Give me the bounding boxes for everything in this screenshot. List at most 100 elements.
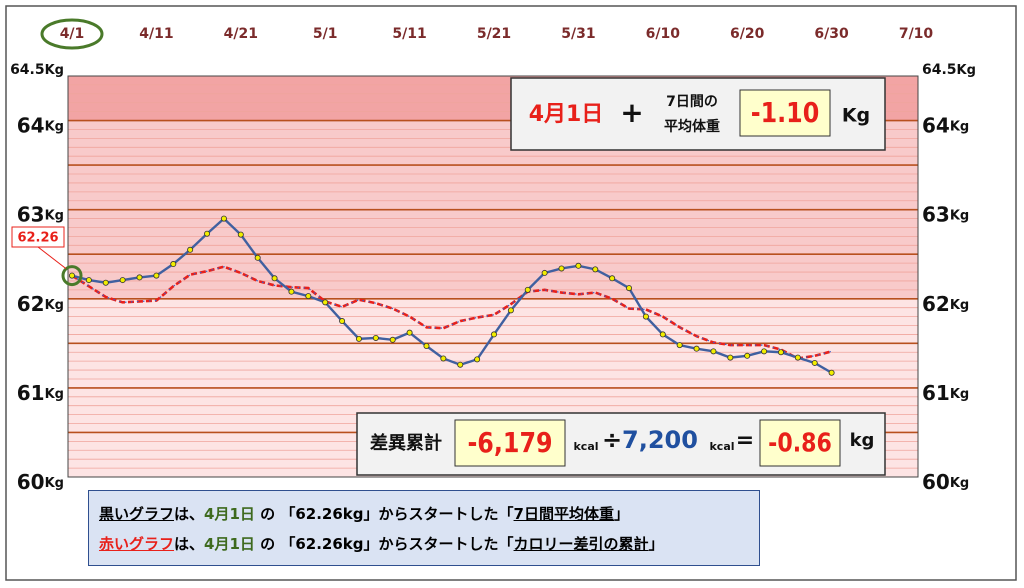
note-text: 」 bbox=[648, 535, 664, 553]
highlight-ellipse bbox=[40, 18, 104, 50]
point bbox=[727, 354, 734, 361]
y-tick-label: 64Kg bbox=[17, 113, 64, 137]
point bbox=[423, 343, 430, 350]
summary-unit: kcal bbox=[573, 440, 598, 453]
value-box bbox=[739, 89, 831, 137]
y-tick-value: 61 bbox=[17, 380, 45, 404]
y-tick-value: 63 bbox=[922, 202, 950, 226]
point bbox=[187, 246, 194, 253]
y-tick-label: 61Kg bbox=[922, 380, 969, 404]
x-tick-label: 7/10 bbox=[899, 26, 934, 42]
frame bbox=[5, 5, 1017, 581]
y-tick-label: 64Kg bbox=[922, 113, 969, 137]
y-tick-label: 63Kg bbox=[922, 202, 969, 226]
y-tick-unit: Kg bbox=[950, 208, 969, 223]
y-tick-label: 61Kg bbox=[17, 380, 64, 404]
x-tick-label: 4/1 bbox=[60, 26, 85, 42]
y-tick-value: 64.5 bbox=[922, 62, 957, 78]
y-tick-value: 60 bbox=[17, 470, 45, 494]
y-tick-value: 64 bbox=[17, 113, 45, 137]
start-label: 62.26 bbox=[17, 231, 58, 246]
summary-result: -0.86 bbox=[768, 428, 832, 458]
y-tick-unit: Kg bbox=[45, 119, 64, 134]
y-tick-unit: Kg bbox=[950, 297, 969, 312]
note-text: の 「 bbox=[254, 505, 296, 523]
y-tick-unit: Kg bbox=[950, 386, 969, 401]
point bbox=[710, 348, 717, 355]
y-tick-unit: Kg bbox=[957, 63, 976, 78]
x-tick-label: 4/21 bbox=[224, 26, 258, 42]
note-text: 」からスタートした「 bbox=[363, 505, 514, 523]
point bbox=[744, 352, 751, 359]
point bbox=[170, 261, 177, 268]
value-box bbox=[454, 419, 566, 467]
point bbox=[102, 279, 109, 286]
point bbox=[305, 293, 312, 300]
point bbox=[69, 272, 76, 279]
note-text: は、 bbox=[174, 505, 205, 523]
summary-label: 7日間の bbox=[666, 94, 718, 110]
point bbox=[794, 354, 801, 361]
summary-plus: + bbox=[620, 96, 643, 129]
point bbox=[558, 265, 565, 272]
point bbox=[457, 361, 464, 368]
x-tick-label: 5/21 bbox=[477, 26, 511, 42]
y-tick-value: 60 bbox=[922, 470, 950, 494]
summary-unit: kg bbox=[850, 430, 875, 451]
y-tick-unit: Kg bbox=[45, 476, 64, 491]
series-line bbox=[71, 216, 833, 374]
x-tick-label: 4/11 bbox=[139, 26, 173, 42]
x-tick-label: 5/1 bbox=[313, 26, 338, 42]
y-tick-unit: Kg bbox=[950, 119, 969, 134]
note-text: 62.26kg bbox=[295, 505, 364, 523]
series-line-overlay bbox=[71, 266, 832, 360]
point bbox=[507, 307, 514, 314]
point bbox=[693, 345, 700, 352]
point bbox=[406, 329, 413, 336]
y-tick-label: 62Kg bbox=[17, 291, 64, 315]
note-text: 62.26kg bbox=[295, 535, 364, 553]
series-name: 黒いグラフ bbox=[99, 505, 175, 523]
x-tick-label: 5/31 bbox=[561, 26, 595, 42]
point bbox=[626, 285, 633, 292]
point bbox=[220, 215, 227, 222]
note-line: 黒いグラフは、4月1日 の 「62.26kg」からスタートした「7日間平均体重」 bbox=[99, 499, 749, 529]
plot-border bbox=[67, 75, 919, 478]
y-tick-value: 61 bbox=[922, 380, 950, 404]
note-text: 」 bbox=[614, 505, 630, 523]
x-tick-label: 6/20 bbox=[730, 26, 765, 42]
y-tick-label: 64.5Kg bbox=[10, 62, 64, 78]
series-name: 赤いグラフ bbox=[99, 535, 175, 553]
x-tick-label: 6/30 bbox=[814, 26, 849, 42]
point bbox=[609, 275, 616, 282]
point bbox=[288, 288, 295, 295]
note-text: カロリー差引の累計 bbox=[513, 535, 649, 553]
summary-unit: Kg bbox=[842, 105, 870, 127]
point bbox=[575, 262, 582, 269]
callout-box bbox=[11, 226, 65, 248]
start-marker bbox=[61, 265, 83, 287]
y-tick-value: 62 bbox=[922, 291, 950, 315]
x-tick-label: 6/10 bbox=[646, 26, 681, 42]
y-tick-unit: Kg bbox=[45, 208, 64, 223]
point bbox=[355, 335, 362, 342]
point bbox=[777, 349, 784, 356]
y-tick-label: 60Kg bbox=[922, 470, 969, 494]
summary-date: 4月1日 bbox=[529, 102, 604, 127]
summary-unit: kcal bbox=[709, 440, 734, 453]
y-tick-unit: Kg bbox=[950, 476, 969, 491]
note-line: 赤いグラフは、4月1日 の 「62.26kg」からスタートした「カロリー差引の累… bbox=[99, 529, 749, 559]
y-tick-label: 60Kg bbox=[17, 470, 64, 494]
point bbox=[389, 336, 396, 343]
point bbox=[204, 230, 211, 237]
point bbox=[592, 266, 599, 273]
point bbox=[642, 313, 649, 320]
note-text: 7日間平均体重 bbox=[513, 505, 614, 523]
point bbox=[524, 286, 531, 293]
y-tick-value: 64.5 bbox=[10, 62, 45, 78]
point bbox=[271, 275, 278, 282]
summary-operator: ÷ bbox=[602, 426, 622, 454]
note-text: 」からスタートした「 bbox=[363, 535, 514, 553]
value-box bbox=[759, 419, 841, 467]
point bbox=[541, 269, 548, 276]
